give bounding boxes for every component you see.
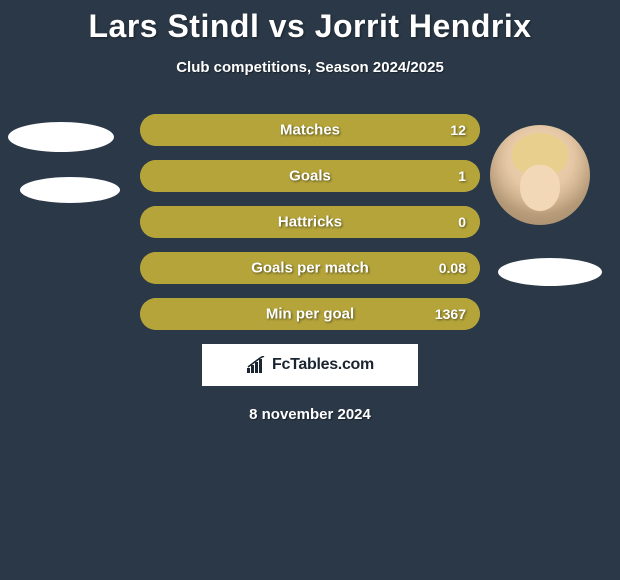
stat-label: Matches	[280, 122, 340, 139]
date-text: 8 november 2024	[0, 406, 620, 423]
stat-label: Hattricks	[278, 214, 342, 231]
stat-label: Min per goal	[266, 306, 354, 323]
stat-row-goals-per-match: Goals per match 0.08	[140, 252, 480, 284]
stat-value: 0	[458, 214, 466, 230]
stat-value: 12	[450, 122, 466, 138]
brand-text: FcTables.com	[272, 356, 374, 374]
stat-row-min-per-goal: Min per goal 1367	[140, 298, 480, 330]
stat-row-hattricks: Hattricks 0	[140, 206, 480, 238]
brand-box: FcTables.com	[202, 344, 418, 386]
comparison-card: Lars Stindl vs Jorrit Hendrix Club compe…	[0, 0, 620, 580]
page-subtitle: Club competitions, Season 2024/2025	[0, 59, 620, 76]
stats-list: Matches 12 Goals 1 Hattricks 0 Goals per…	[0, 114, 620, 423]
brand-chart-icon	[246, 356, 268, 374]
stat-label: Goals per match	[251, 260, 369, 277]
stat-value: 1	[458, 168, 466, 184]
stat-row-matches: Matches 12	[140, 114, 480, 146]
stat-label: Goals	[289, 168, 331, 185]
stat-value: 0.08	[439, 260, 466, 276]
stat-value: 1367	[435, 306, 466, 322]
page-title: Lars Stindl vs Jorrit Hendrix	[0, 0, 620, 45]
stat-row-goals: Goals 1	[140, 160, 480, 192]
